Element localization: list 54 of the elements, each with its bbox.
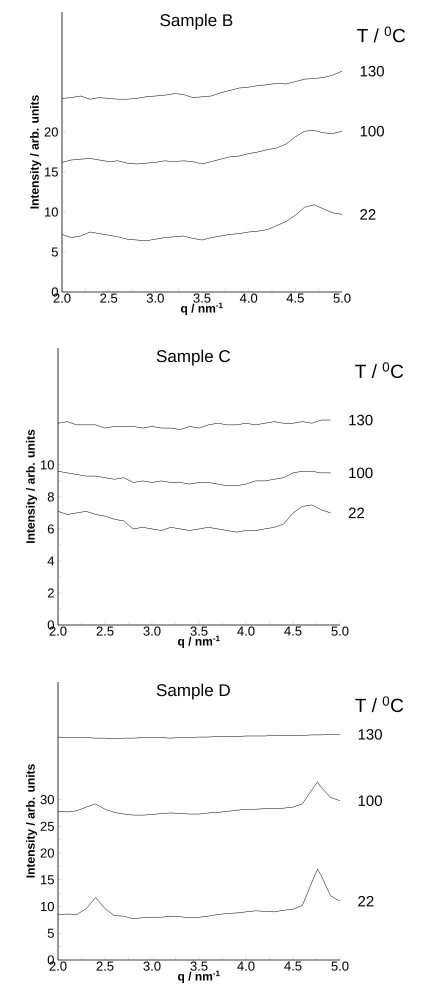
y-tick-label: 10 — [40, 902, 54, 912]
y-tick-label: 2 — [48, 588, 54, 598]
y-tick-label: 6 — [48, 524, 54, 534]
x-tick-label: 4.5 — [284, 626, 302, 636]
text: q / nm$^{-1}$ — [178, 636, 220, 648]
series-label: 130 — [358, 729, 382, 740]
series-label: 22 — [360, 209, 376, 220]
x-tick-label: 3.0 — [146, 294, 164, 303]
y-tick-label: 8 — [48, 492, 54, 502]
series-label: 22 — [348, 508, 364, 518]
x-tick-label: 5.0 — [331, 962, 349, 971]
y-axis-title: Intensity / arb. units — [26, 764, 38, 878]
y-tick-label: 5 — [52, 247, 58, 257]
y-tick-label: 10 — [44, 207, 58, 217]
series-label: 130 — [360, 66, 384, 77]
x-tick-label: 4.0 — [237, 626, 255, 636]
y-tick-label: 4 — [48, 556, 54, 566]
text: q / nm$^{-1}$ — [178, 970, 220, 983]
x-tick-label: 3.5 — [190, 626, 208, 636]
y-tick-label: 15 — [40, 875, 54, 884]
x-tick-label: 3.0 — [143, 962, 161, 971]
text: q / nm$^{-1}$ — [181, 302, 223, 315]
chart-title: Sample B — [160, 14, 232, 30]
x-tick-label: 5.0 — [333, 294, 351, 303]
chart-title: Sample D — [156, 684, 230, 700]
x-tick-label: 4.0 — [240, 294, 258, 303]
y-tick-label: 15 — [44, 167, 58, 177]
legend-title: T / $^{0}$C — [355, 696, 404, 712]
x-tick-label: 3.0 — [143, 626, 161, 636]
x-tick-label: 4.0 — [237, 962, 255, 971]
series-label: 130 — [349, 414, 373, 426]
x-tick-label: 4.5 — [284, 962, 302, 971]
chart-title: Sample C — [156, 350, 230, 366]
y-tick-label: 30 — [40, 795, 54, 804]
x-tick-label: 2.5 — [100, 294, 118, 303]
y-tick-label: 20 — [40, 848, 54, 858]
series-label: 100 — [358, 795, 382, 806]
y-tick-label: 5 — [48, 928, 54, 938]
x-tick-label: 2.5 — [96, 626, 114, 636]
series-label: 100 — [349, 468, 373, 478]
series-label: 100 — [360, 126, 384, 137]
x-tick-label: 3.5 — [193, 294, 210, 303]
x-tick-label: 3.5 — [190, 962, 208, 971]
y-tick-label: 25 — [40, 822, 54, 831]
legend-title: T / $^{0}$C — [357, 26, 406, 42]
x-tick-label: 5.0 — [331, 626, 349, 636]
legend-title: T / $^{0}$C — [355, 362, 404, 378]
x-tick-label: 2.5 — [96, 962, 114, 971]
y-tick-label: 10 — [40, 460, 54, 470]
y-tick-label: 20 — [44, 127, 58, 137]
series-label: 22 — [358, 896, 374, 906]
y-axis-title: Intensity / arb. units — [26, 430, 38, 543]
x-tick-label: 4.5 — [286, 294, 304, 303]
y-axis-title: Intensity / arb. units — [30, 95, 42, 208]
